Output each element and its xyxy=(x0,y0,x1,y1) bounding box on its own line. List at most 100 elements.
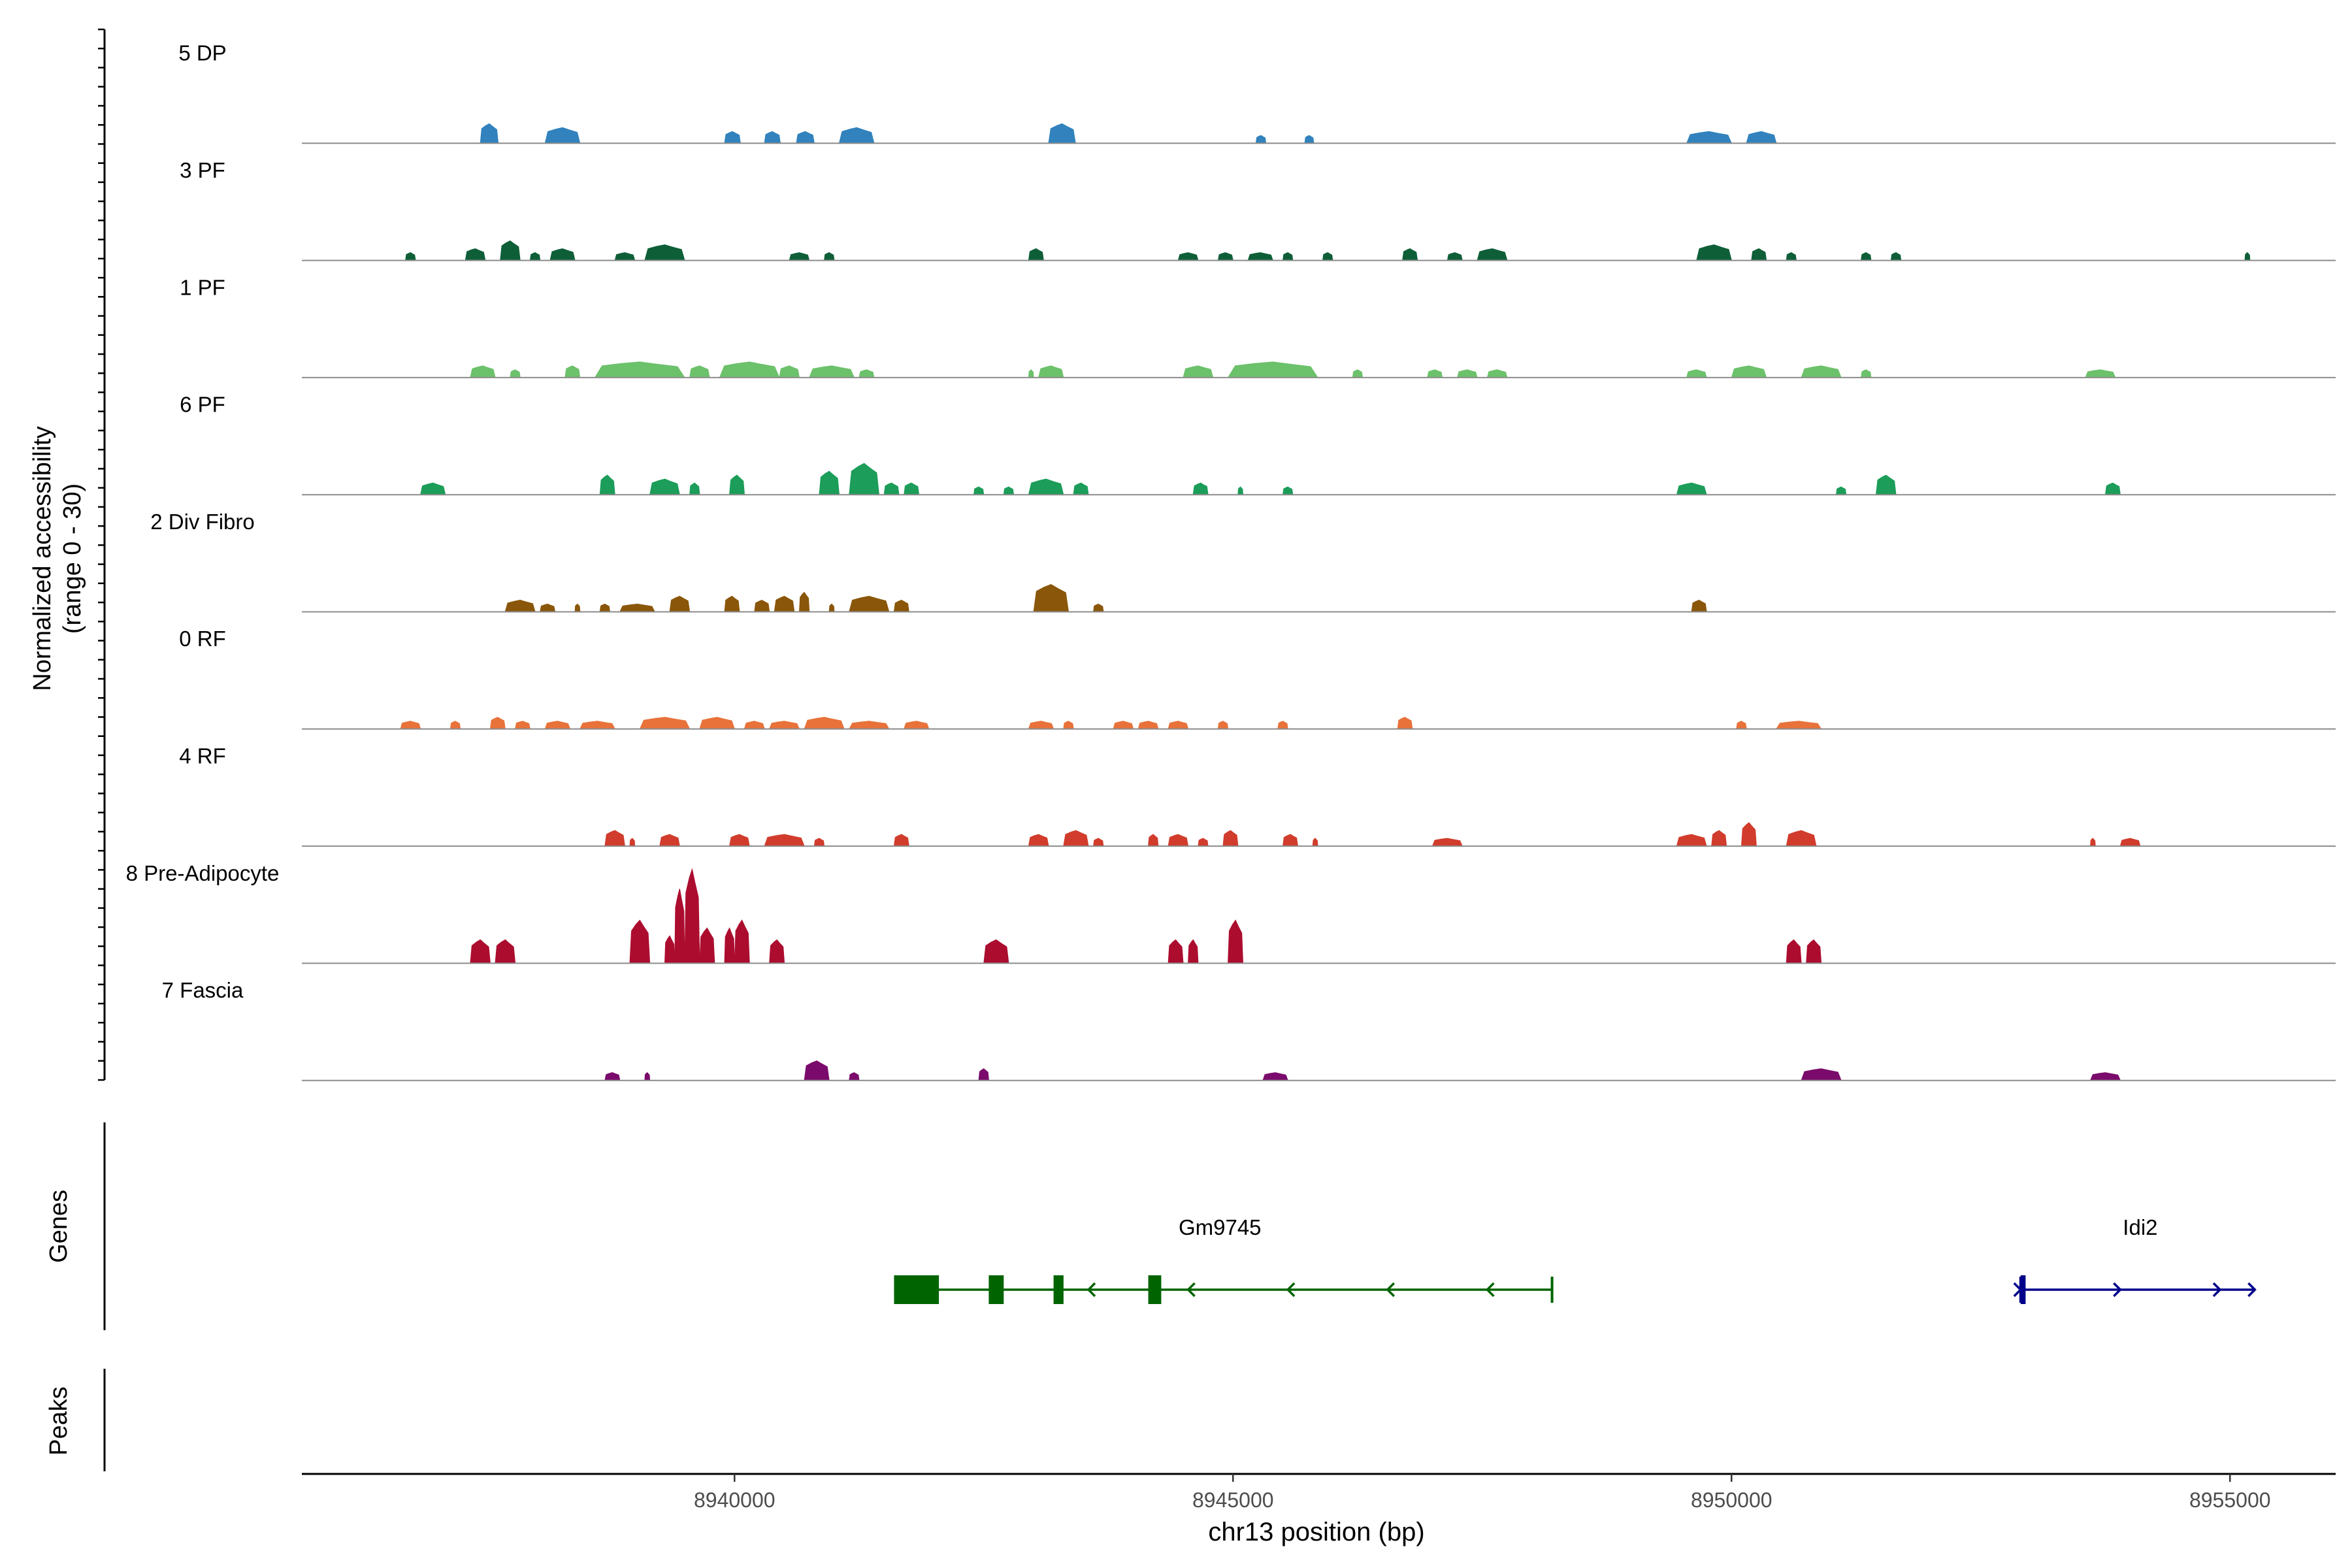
coverage-peak xyxy=(779,365,800,378)
coverage-peak xyxy=(400,721,421,730)
coverage-peak xyxy=(2089,1072,2121,1081)
coverage-peak xyxy=(1427,369,1443,378)
coverage-peak xyxy=(1262,1072,1288,1081)
coverage-peak xyxy=(1786,830,1817,847)
track-3-pf: 3 PF xyxy=(180,158,2336,261)
strand-arrow xyxy=(1186,1282,1196,1298)
coverage-peak xyxy=(1746,131,1777,144)
coverage-peak xyxy=(1168,939,1184,964)
coverage-peak xyxy=(629,838,636,847)
coverage-peak xyxy=(1183,365,1214,378)
coverage-peak xyxy=(1198,838,1209,847)
coverage-peak xyxy=(973,486,985,495)
x-tick-label: 8945000 xyxy=(1192,1488,1274,1512)
coverage-peak xyxy=(529,252,541,261)
coverage-peak xyxy=(849,463,880,495)
track-2-div-fibro: 2 Div Fibro xyxy=(150,510,2336,613)
genes-panel-label: Genes xyxy=(45,1190,73,1263)
track-label: 5 DP xyxy=(178,41,226,65)
track-5-dp: 5 DP xyxy=(178,41,2336,144)
gene-gm9745: Gm9745 xyxy=(894,1215,1554,1304)
coverage-peak xyxy=(1282,252,1294,261)
coverage-peak xyxy=(1456,369,1478,378)
coverage-peak xyxy=(1676,482,1707,495)
coverage-peak xyxy=(1063,830,1089,847)
coverage-peak xyxy=(689,482,700,495)
strand-arrow xyxy=(1386,1282,1396,1298)
coverage-peak xyxy=(2244,252,2251,261)
coverage-peak xyxy=(639,717,691,730)
coverage-peak xyxy=(883,482,900,495)
coverage-peak xyxy=(465,248,486,261)
coverage-peak xyxy=(1486,369,1508,378)
strand-arrow xyxy=(2247,1282,2257,1298)
coverage-peak xyxy=(1352,369,1364,378)
coverage-peak xyxy=(1073,482,1089,495)
coverage-peak xyxy=(1477,248,1508,261)
coverage-peak xyxy=(1227,361,1318,378)
coverage-peak xyxy=(1148,834,1159,847)
coverage-peak xyxy=(728,834,750,847)
coverage-peak xyxy=(838,127,875,144)
coverage-peak xyxy=(1696,244,1732,261)
coverage-peak xyxy=(449,721,461,730)
coverage-peak xyxy=(904,721,930,730)
coverage-peak xyxy=(1282,486,1294,495)
x-tick-label: 8940000 xyxy=(694,1488,776,1512)
track-label: 7 Fascia xyxy=(162,978,244,1002)
coverage-peak xyxy=(804,1060,830,1081)
coverage-peak xyxy=(1861,252,1872,261)
coverage-peak xyxy=(1038,365,1064,378)
gene-exon xyxy=(1053,1275,1064,1304)
coverage-peak xyxy=(808,365,855,378)
strand-arrow xyxy=(1286,1282,1296,1298)
coverage-peak xyxy=(674,889,685,964)
coverage-peak xyxy=(1711,830,1727,847)
coverage-peak xyxy=(1861,369,1872,378)
coverage-peak xyxy=(724,131,741,144)
coverage-peak xyxy=(858,369,875,378)
coverage-peak xyxy=(1676,834,1707,847)
coverage-peak xyxy=(1431,838,1463,847)
coverage-peak xyxy=(510,369,521,378)
coverage-peak xyxy=(1028,478,1064,495)
coverage-peak xyxy=(1247,252,1274,261)
coverage-peak xyxy=(495,939,516,964)
coverage-peak xyxy=(470,365,496,378)
gene-exon xyxy=(894,1275,939,1304)
coverage-peak xyxy=(719,361,780,378)
coverage-peak xyxy=(904,482,920,495)
coverage-peak xyxy=(2119,838,2141,847)
coverage-peak xyxy=(1736,721,1747,730)
coverage-peak xyxy=(549,248,576,261)
coverage-peak xyxy=(604,830,625,847)
coverage-peak xyxy=(644,244,685,261)
coverage-peak xyxy=(769,939,785,964)
coverage-peak xyxy=(1691,599,1707,612)
coverage-peak xyxy=(1033,583,1070,612)
track-label: 3 PF xyxy=(180,158,225,182)
coverage-peak xyxy=(983,939,1009,964)
coverage-peak xyxy=(470,939,491,964)
track-4-rf: 4 RF xyxy=(179,743,2336,847)
gene-name-label: Gm9745 xyxy=(1179,1215,1262,1239)
track-label: 0 RF xyxy=(179,627,226,651)
coverage-peak xyxy=(2085,369,2116,378)
gene-name-label: Idi2 xyxy=(2123,1215,2157,1239)
coverage-peak xyxy=(544,127,581,144)
coverage-peak xyxy=(1028,248,1044,261)
tracks-panel: 5 DP 3 PF 1 PF 6 PF 2 Div Fibro 0 RF 4 RF 8 Pre… xyxy=(126,41,2336,1081)
strand-arrow xyxy=(1485,1282,1495,1298)
coverage-peak xyxy=(734,919,750,964)
coverage-peak xyxy=(419,482,446,495)
coverage-peak xyxy=(893,599,909,612)
coverage-peak xyxy=(1322,252,1333,261)
x-tick-label: 8950000 xyxy=(1691,1488,1772,1512)
coverage-peak xyxy=(1402,248,1418,261)
coverage-peak xyxy=(1217,721,1229,730)
coverage-peak xyxy=(1192,482,1209,495)
coverage-peak xyxy=(599,603,611,612)
coverage-peak xyxy=(1875,474,1897,495)
gene-idi2: Idi2 xyxy=(2013,1215,2257,1304)
